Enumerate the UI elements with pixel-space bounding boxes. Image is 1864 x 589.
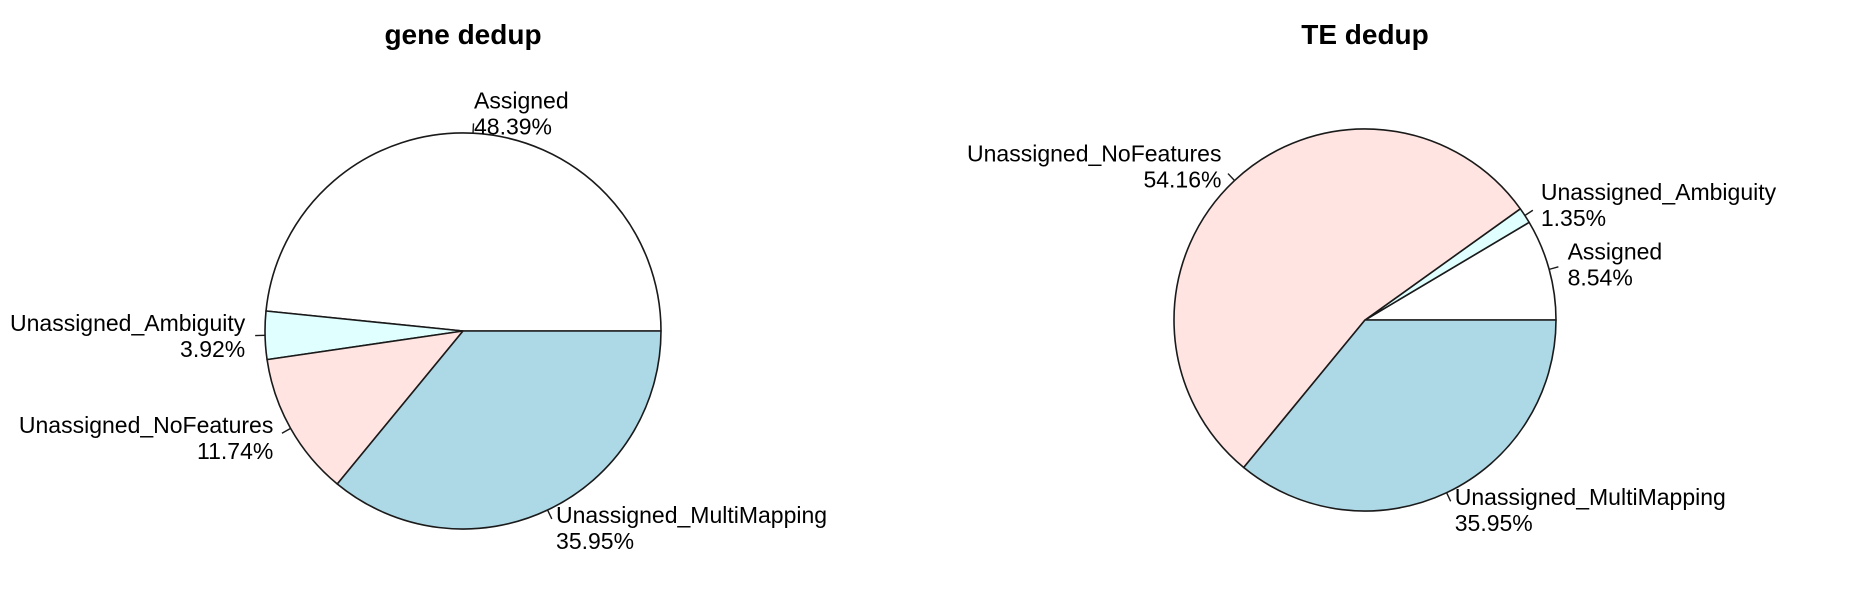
slice-percent: 35.95%: [556, 528, 634, 554]
slice-percent: 3.92%: [180, 336, 245, 362]
slice-unassigned-nofeatures: [266, 330, 464, 485]
gene-dedup-pie-chart: gene dedup Assigned 48.39% Unassigned_Ambi…: [10, 19, 827, 554]
slice-assigned: [265, 132, 662, 332]
leader-line: [1227, 173, 1236, 181]
slice-label-unassigned-ambiguity: Unassigned_Ambiguity 1.35%: [1541, 179, 1777, 231]
pie-labels: Assigned 8.54%Unassigned_Ambiguity 1.35%Un…: [967, 141, 1777, 536]
slice-label-unassigned-ambiguity: Unassigned_Ambiguity 3.92%: [10, 310, 246, 362]
leader-line: [1524, 209, 1534, 217]
slice-name: Unassigned_Ambiguity: [10, 310, 246, 336]
slice-label-assigned: Assigned 8.54%: [1568, 238, 1663, 290]
chart-title: TE dedup: [1301, 19, 1429, 50]
slice-percent: 8.54%: [1568, 264, 1633, 290]
te-dedup-pie-chart: TE dedup Assigned 8.54% Unassigned_Ambigui…: [967, 19, 1777, 536]
slice-unassigned-nofeatures: [1173, 128, 1522, 469]
slice-name: Unassigned_MultiMapping: [556, 502, 827, 528]
slice-percent: 48.39%: [474, 113, 552, 139]
slice-name: Unassigned_NoFeatures: [967, 141, 1221, 167]
pie-labels: Assigned 48.39%Unassigned_Ambiguity 3.92%U…: [10, 87, 827, 553]
pie-slices: [264, 132, 662, 530]
slice-percent: 11.74%: [197, 438, 273, 464]
leader-line: [1548, 266, 1559, 271]
slice-assigned: [1364, 221, 1557, 321]
leader-line: [1445, 492, 1452, 502]
slice-label-unassigned-nofeatures: Unassigned_NoFeatures 11.74%: [19, 412, 273, 464]
slice-label-assigned: Assigned 48.39%: [474, 87, 569, 139]
slice-label-unassigned-nofeatures: Unassigned_NoFeatures 54.16%: [967, 141, 1221, 193]
pie-slices: [1173, 128, 1557, 512]
slice-percent: 1.35%: [1541, 205, 1606, 231]
slice-name: Unassigned_Ambiguity: [1541, 179, 1777, 205]
slice-unassigned-multimapping: [336, 330, 662, 530]
slice-percent: 35.95%: [1455, 510, 1533, 536]
slice-label-unassigned-multimapping: Unassigned_MultiMapping 35.95%: [1455, 484, 1726, 536]
slice-name: Unassigned_NoFeatures: [19, 412, 273, 438]
leader-line: [281, 427, 291, 434]
slice-name: Assigned: [474, 87, 569, 113]
leader-line: [546, 509, 553, 520]
slice-name: Unassigned_MultiMapping: [1455, 484, 1726, 510]
slice-name: Assigned: [1568, 238, 1663, 264]
chart-title: gene dedup: [384, 19, 541, 50]
slice-label-unassigned-multimapping: Unassigned_MultiMapping 35.95%: [556, 502, 827, 554]
slice-percent: 54.16%: [1143, 167, 1221, 193]
leader-line: [472, 123, 475, 134]
